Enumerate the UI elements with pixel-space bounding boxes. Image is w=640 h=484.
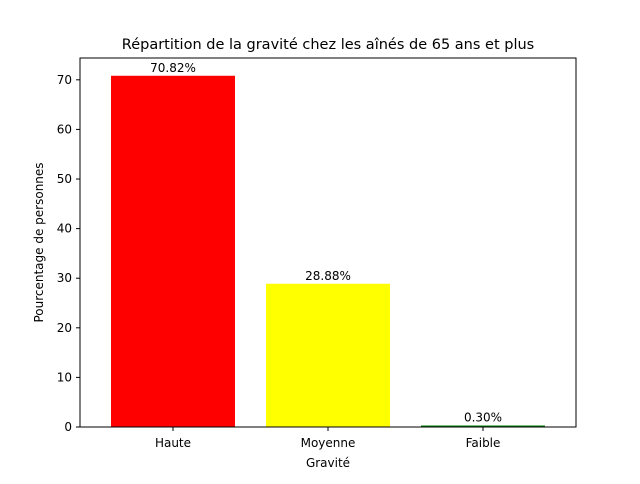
x-tick-label-faible: Faible bbox=[466, 436, 501, 450]
value-label-moyenne: 28.88% bbox=[305, 269, 351, 283]
bar-faible bbox=[421, 425, 545, 427]
value-label-faible: 0.30% bbox=[464, 411, 502, 425]
x-tick-label-haute: Haute bbox=[155, 436, 191, 450]
value-label-haute: 70.82% bbox=[150, 61, 196, 75]
y-axis: 0 10 20 30 40 50 60 70 bbox=[57, 73, 80, 434]
bars-layer bbox=[111, 75, 545, 427]
bar-haute bbox=[111, 75, 235, 427]
y-tick-label: 30 bbox=[57, 271, 72, 285]
y-tick-label: 70 bbox=[57, 73, 72, 87]
y-axis-label: Pourcentage de personnes bbox=[32, 162, 46, 322]
y-tick-label: 40 bbox=[57, 222, 72, 236]
y-tick-label: 60 bbox=[57, 122, 72, 136]
bar-moyenne bbox=[266, 283, 390, 427]
value-labels-layer: 70.82% 28.88% 0.30% bbox=[150, 61, 502, 425]
plot-frame bbox=[79, 57, 577, 428]
y-tick-label: 10 bbox=[57, 370, 72, 384]
chart-title: Répartition de la gravité chez les aînés… bbox=[122, 37, 534, 53]
y-tick-label: 0 bbox=[64, 420, 72, 434]
y-tick-label: 50 bbox=[57, 172, 72, 186]
y-tick-label: 20 bbox=[57, 321, 72, 335]
x-axis-label: Gravité bbox=[306, 456, 350, 470]
x-axis: Haute Moyenne Faible bbox=[155, 427, 500, 450]
x-tick-label-moyenne: Moyenne bbox=[301, 436, 356, 450]
